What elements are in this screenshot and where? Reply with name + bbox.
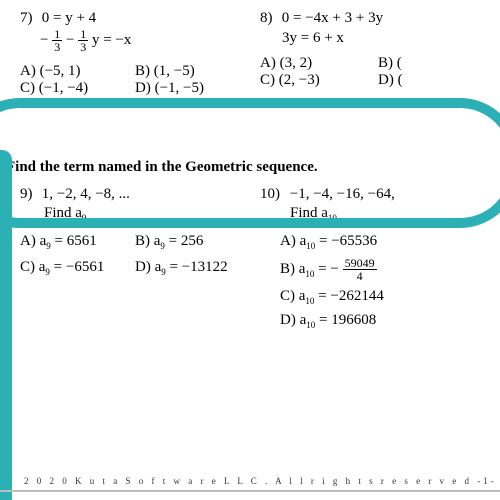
q10-sequence: −1, −4, −16, −64, xyxy=(290,186,395,202)
q10-B-frac: 59049 4 xyxy=(343,257,377,282)
section-heading: Find the term named in the Geometric seq… xyxy=(6,159,500,176)
q7-C: C) (−1, −4) xyxy=(20,80,135,97)
q8-C: C) (2, −3) xyxy=(260,72,378,89)
question-9: 9) 1, −2, 4, −8, ... Find a9 A) a9 = 656… xyxy=(0,186,250,336)
q8-D: D) ( xyxy=(378,72,496,89)
q7-eq1: 0 = y + 4 xyxy=(42,10,96,26)
q7-frac2: 1 3 xyxy=(78,28,88,53)
q9-find: Find a9 xyxy=(44,205,250,223)
side-bar xyxy=(0,150,12,500)
q8-eq1: 0 = −4x + 3 + 3y xyxy=(282,10,383,26)
q10-B: B) a10 = − 59049 4 xyxy=(280,257,496,282)
geometric-row: 9) 1, −2, 4, −8, ... Find a9 A) a9 = 656… xyxy=(0,186,500,336)
q8-line1: 8) 0 = −4x + 3 + 3y xyxy=(260,8,496,28)
footer-rule xyxy=(0,490,500,492)
q10-answers: A) a10 = −65536 B) a10 = − 59049 4 C) a1… xyxy=(260,233,496,330)
q9-D: D) a9 = −13122 xyxy=(135,259,250,277)
q10-number: 10) xyxy=(260,186,286,203)
q9-B: B) a9 = 256 xyxy=(135,233,250,251)
q7-eq2-tail: y = −x xyxy=(92,32,131,48)
q10-D: D) a10 = 196608 xyxy=(280,312,496,330)
q7-line1: 7) 0 = y + 4 xyxy=(20,8,250,28)
question-8: 8) 0 = −4x + 3 + 3y 3y = 6 + x A) (3, 2)… xyxy=(250,8,500,97)
q8-number: 8) xyxy=(260,8,278,28)
footer-text: 2 0 2 0 K u t a S o f t w a r e L L C . … xyxy=(0,476,500,486)
q8-B: B) ( xyxy=(378,55,496,72)
minus-2: − xyxy=(66,32,78,48)
q7-D: D) (−1, −5) xyxy=(135,80,250,97)
q8-line2: 3y = 6 + x xyxy=(260,28,496,48)
minus-1: − xyxy=(40,32,48,48)
q9-sequence: 1, −2, 4, −8, ... xyxy=(42,186,130,202)
q10-find: Find a10 xyxy=(290,205,496,223)
q9-seq-line: 9) 1, −2, 4, −8, ... xyxy=(20,186,250,203)
q9-C: C) a9 = −6561 xyxy=(20,259,135,277)
q8-answers: A) (3, 2) B) ( C) (2, −3) D) ( xyxy=(260,55,496,89)
q10-seq-line: 10) −1, −4, −16, −64, xyxy=(260,186,496,203)
worksheet-page: 7) 0 = y + 4 − 1 3 − 1 3 y = −x A) (−5, … xyxy=(0,0,500,500)
question-7: 7) 0 = y + 4 − 1 3 − 1 3 y = −x A) (−5, … xyxy=(0,8,250,97)
q10-C: C) a10 = −262144 xyxy=(280,288,496,306)
question-10: 10) −1, −4, −16, −64, Find a10 A) a10 = … xyxy=(250,186,500,336)
q9-answers: A) a9 = 6561 B) a9 = 256 C) a9 = −6561 D… xyxy=(20,233,250,277)
q10-A: A) a10 = −65536 xyxy=(280,233,496,251)
q7-number: 7) xyxy=(20,8,38,28)
q9-number: 9) xyxy=(20,186,38,203)
q7-B: B) (1, −5) xyxy=(135,63,250,80)
q9-A: A) a9 = 6561 xyxy=(20,233,135,251)
q7-line2: − 1 3 − 1 3 y = −x xyxy=(20,28,250,53)
q7-answers: A) (−5, 1) B) (1, −5) C) (−1, −4) D) (−1… xyxy=(20,63,250,97)
q8-A: A) (3, 2) xyxy=(260,55,378,72)
algebra-row: 7) 0 = y + 4 − 1 3 − 1 3 y = −x A) (−5, … xyxy=(0,8,500,97)
q7-frac1: 1 3 xyxy=(52,28,62,53)
q7-A: A) (−5, 1) xyxy=(20,63,135,80)
